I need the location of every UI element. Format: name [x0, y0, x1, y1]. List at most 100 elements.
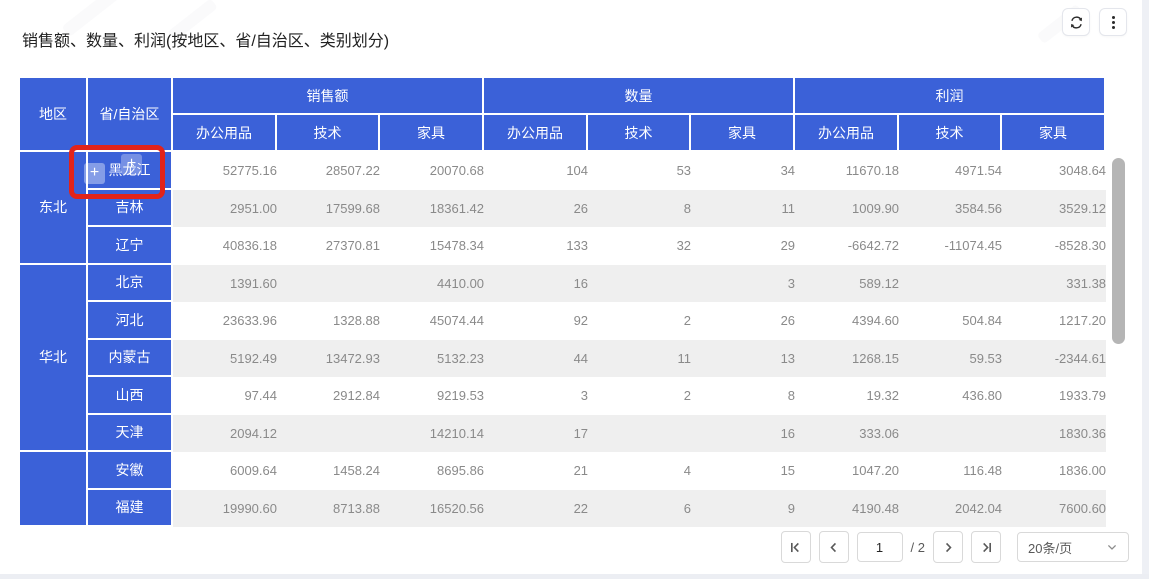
sub-header: 家具: [380, 115, 485, 152]
province-cell[interactable]: 内蒙古: [88, 339, 173, 377]
data-cell: 9: [691, 489, 796, 527]
data-cell: 1217.20: [1002, 302, 1107, 340]
data-cell: 20070.68: [380, 152, 485, 190]
more-button[interactable]: [1099, 8, 1127, 36]
expand-plus-button[interactable]: +: [84, 163, 105, 184]
table-row: 河北 23633.96 1328.88 45074.44 92 2 26 4394.60 504…: [20, 302, 1107, 340]
data-cell: 436.80: [899, 377, 1003, 415]
expand-plus-button[interactable]: +: [121, 154, 142, 175]
region-cell: 华北: [20, 264, 88, 452]
data-cell: 32: [588, 227, 692, 265]
refresh-button[interactable]: [1062, 8, 1090, 36]
data-cell: [277, 264, 380, 302]
table-row: 东北 黑龙江 52775.16 28507.22 20070.68 104 53 34 1167…: [20, 152, 1107, 265]
table-row: 福建 19990.60 8713.88 16520.56 22 6 9 4190.48 2042…: [20, 489, 1107, 527]
data-cell: 3529.12: [1002, 189, 1107, 227]
table-row: 华北 北京 1391.60 4410.00 16 3 589.12 331.38: [20, 264, 1107, 452]
data-cell: 4410.00: [380, 264, 485, 302]
province-cell[interactable]: 北京: [88, 264, 173, 302]
data-cell: 6: [588, 489, 692, 527]
refresh-icon: [1069, 15, 1084, 30]
data-cell: 331.38: [1002, 264, 1107, 302]
card-toolbar: [1062, 8, 1127, 36]
page-edge-bottom: [0, 574, 1149, 579]
pivot-table: 地区 省/自治区 销售额 数量 利润 办公用品 技术 家具 办公用品 技术 家具 办公用品 技术 家具 东北…: [20, 78, 1107, 527]
data-cell: -6642.72: [795, 227, 900, 265]
province-cell[interactable]: 河北: [88, 302, 173, 340]
data-cell: 1391.60: [173, 264, 277, 302]
province-cell[interactable]: 辽宁: [88, 227, 173, 265]
data-cell: [899, 264, 1003, 302]
last-page-button[interactable]: [971, 531, 1001, 563]
data-cell: 17599.68: [277, 189, 380, 227]
prev-page-button[interactable]: [818, 531, 849, 563]
province-cell[interactable]: 吉林: [88, 189, 173, 227]
page-total-label: / 2: [910, 539, 925, 555]
province-cell[interactable]: 山西: [88, 377, 173, 415]
data-cell: 44: [484, 339, 589, 377]
data-cell: 40836.18: [173, 227, 277, 265]
data-cell: 13472.93: [277, 339, 380, 377]
data-cell: -11074.45: [899, 227, 1003, 265]
data-cell: 1328.88: [277, 302, 380, 340]
page-edge-right: [1142, 0, 1149, 579]
province-cell[interactable]: 天津: [88, 414, 173, 452]
table-row: 吉林 2951.00 17599.68 18361.42 26 8 11 1009.90 358…: [20, 189, 1107, 227]
data-cell: 4: [588, 452, 692, 490]
vertical-scrollbar-thumb[interactable]: [1112, 158, 1125, 344]
data-cell: 5132.23: [380, 339, 485, 377]
data-cell: 16520.56: [380, 489, 485, 527]
sub-header: 办公用品: [173, 115, 277, 152]
data-cell: 333.06: [795, 414, 900, 452]
data-cell: 589.12: [795, 264, 900, 302]
data-cell: 27370.81: [277, 227, 380, 265]
sub-header: 家具: [1002, 115, 1107, 152]
sub-header: 家具: [691, 115, 796, 152]
data-cell: [588, 414, 692, 452]
data-cell: 5192.49: [173, 339, 277, 377]
data-cell: 26: [484, 189, 589, 227]
data-cell: 14210.14: [380, 414, 485, 452]
group-header: 数量: [484, 78, 796, 115]
page-size-value: 20条/页: [1028, 540, 1073, 556]
data-cell: 13: [691, 339, 796, 377]
data-cell: 116.48: [899, 452, 1003, 490]
table-row: 山西 97.44 2912.84 9219.53 3 2 8 19.32 436.80 1933.…: [20, 377, 1107, 415]
data-cell: 2094.12: [173, 414, 277, 452]
sub-header: 技术: [277, 115, 380, 152]
data-cell: [899, 414, 1003, 452]
data-cell: 52775.16: [173, 152, 277, 190]
region-cell: 东北: [20, 152, 88, 265]
data-cell: 104: [484, 152, 589, 190]
chevron-right-icon: [942, 541, 955, 554]
data-cell: 17: [484, 414, 589, 452]
table-row: 安徽 6009.64 1458.24 8695.86 21 4 15 1047.20 116.4…: [20, 452, 1107, 527]
data-cell: 504.84: [899, 302, 1003, 340]
province-cell[interactable]: 福建: [88, 489, 173, 527]
data-cell: 28507.22: [277, 152, 380, 190]
next-page-button[interactable]: [933, 531, 963, 563]
data-cell: 3: [691, 264, 796, 302]
data-cell: 1268.15: [795, 339, 900, 377]
data-cell: 1458.24: [277, 452, 380, 490]
data-cell: 8: [588, 189, 692, 227]
first-page-button[interactable]: [780, 531, 811, 563]
province-cell[interactable]: 安徽: [88, 452, 173, 490]
data-cell: 1830.36: [1002, 414, 1107, 452]
data-cell: 2042.04: [899, 489, 1003, 527]
data-cell: 2: [588, 302, 692, 340]
page-number-input[interactable]: [856, 532, 903, 562]
pagination: / 2 20条/页: [780, 531, 1129, 563]
data-cell: -2344.61: [1002, 339, 1107, 377]
chevron-bar-right-icon: [980, 541, 993, 554]
table-row: 天津 2094.12 14210.14 17 16 333.06 1830.36: [20, 414, 1107, 452]
sub-header: 办公用品: [484, 115, 589, 152]
data-cell: 4394.60: [795, 302, 900, 340]
data-cell: 11: [691, 189, 796, 227]
page-size-select[interactable]: 20条/页: [1017, 532, 1129, 562]
data-cell: 2912.84: [277, 377, 380, 415]
chevron-down-icon: [1106, 541, 1118, 553]
province-cell[interactable]: 黑龙江: [88, 152, 173, 190]
data-cell: 3: [484, 377, 589, 415]
group-header: 销售额: [173, 78, 485, 115]
